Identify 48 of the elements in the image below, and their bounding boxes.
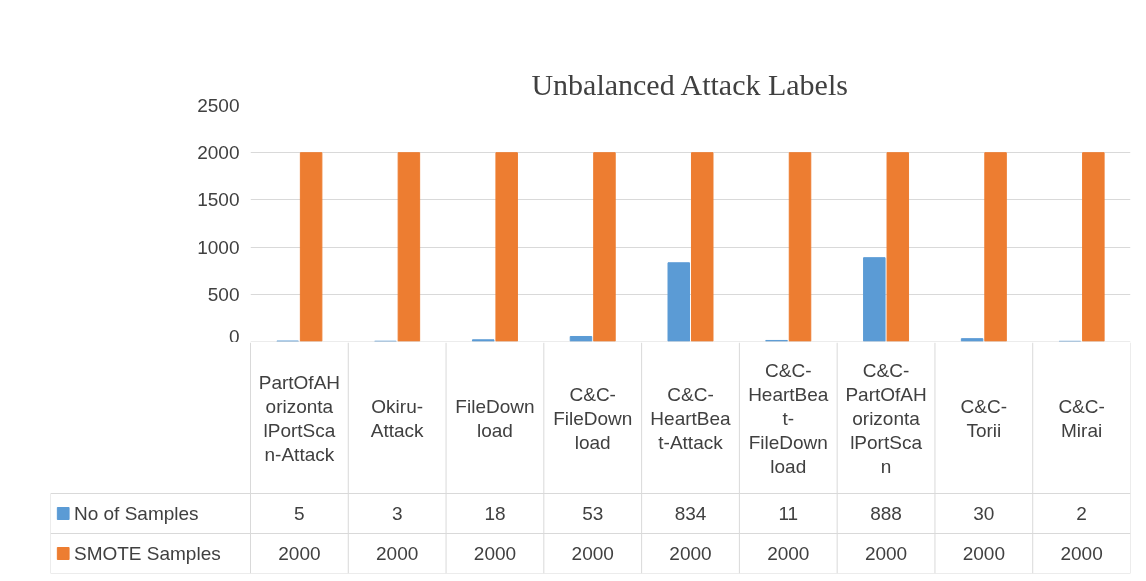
- bar: [593, 152, 616, 342]
- data-label: 834: [674, 503, 707, 524]
- data-label: 53: [582, 503, 604, 524]
- data-label: 18: [484, 503, 506, 524]
- data-label: 2: [1076, 503, 1087, 524]
- y-tick-label: 500: [207, 283, 240, 305]
- data-label: 2000: [669, 543, 712, 564]
- data-label: 2000: [278, 543, 321, 564]
- data-label: 11: [778, 503, 799, 524]
- bar: [960, 338, 984, 342]
- data-label: 888: [870, 503, 902, 524]
- x-tick-label: C&C-Mirai: [1058, 395, 1105, 441]
- bar: [886, 152, 910, 342]
- data-label: 2000: [864, 543, 908, 564]
- bar: [863, 257, 886, 342]
- data-label: 30: [973, 503, 995, 524]
- x-tick-label: C&C-HeartBeat-FileDownload: [748, 359, 829, 477]
- data-label: 2000: [962, 543, 1005, 564]
- bar: [397, 152, 421, 342]
- y-tick-label: 0: [228, 325, 240, 347]
- x-tick-label: C&C-Torii: [960, 395, 1008, 441]
- bar: [495, 152, 518, 342]
- legend-label: No of Samples: [73, 503, 199, 524]
- x-tick-label: C&C-FileDownload: [553, 383, 633, 453]
- data-label: 5: [294, 503, 305, 524]
- bar: [788, 152, 812, 342]
- legend-label: SMOTE Samples: [73, 543, 221, 564]
- bar: [690, 152, 714, 342]
- data-label: 2000: [767, 543, 810, 564]
- x-tick-label: PartOfAHorizontalPortScan-Attack: [258, 371, 341, 465]
- data-label: 3: [391, 503, 403, 524]
- bar: [984, 152, 1007, 342]
- x-tick-label: Okiru-Attack: [370, 395, 425, 441]
- chart-title: Unbalanced Attack Labels: [531, 67, 848, 101]
- y-tick-label: 1000: [197, 236, 240, 258]
- y-tick-label: 2500: [197, 95, 240, 116]
- x-tick-label: C&C-HeartBeat-Attack: [650, 383, 732, 453]
- y-tick-label: 2000: [197, 142, 240, 164]
- bar: [299, 152, 323, 342]
- data-label: 2000: [1060, 543, 1103, 564]
- x-tick-label: C&C-PartOfAHorizontalPortScan: [845, 359, 927, 477]
- data-label: 2000: [571, 543, 614, 564]
- data-label: 2000: [473, 543, 517, 564]
- x-tick-label: FileDownload: [455, 395, 535, 441]
- bar: [667, 262, 691, 342]
- bar: [1082, 152, 1105, 342]
- data-label: 2000: [376, 543, 419, 564]
- y-tick-label: 1500: [197, 189, 240, 211]
